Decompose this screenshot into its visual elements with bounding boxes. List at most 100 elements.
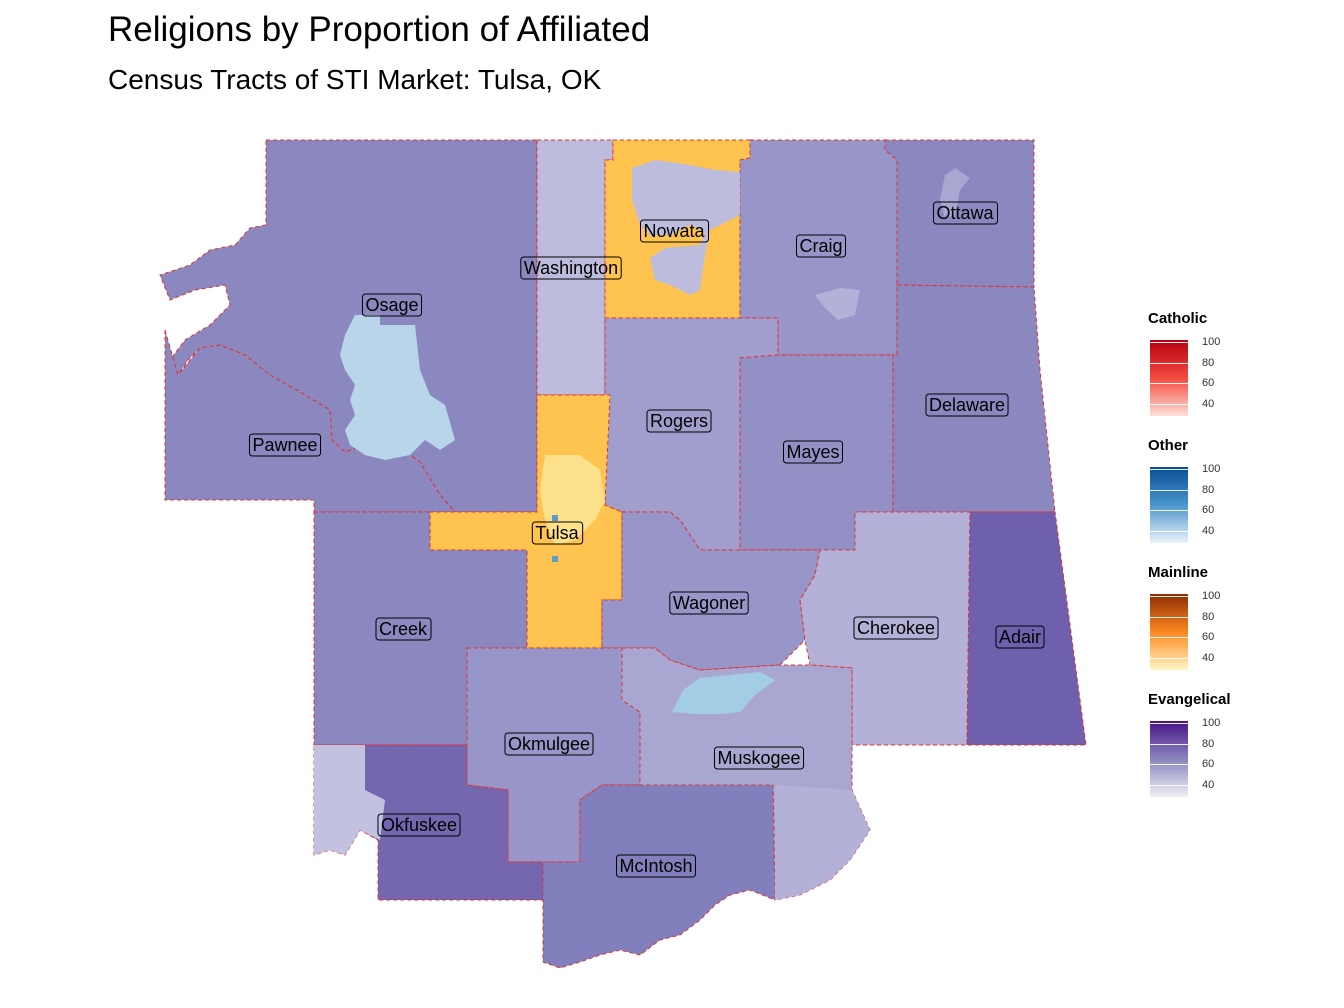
legend-tick-label: 100 xyxy=(1202,463,1221,475)
county-label-text: Craig xyxy=(799,236,842,256)
county-label-box xyxy=(795,234,847,258)
county-label-box xyxy=(995,625,1045,649)
county-label-text: Ottawa xyxy=(936,203,994,223)
county-label-text: Osage xyxy=(365,295,418,315)
legend-title: Evangelical xyxy=(1148,691,1231,708)
county-label-text: Rogers xyxy=(650,411,708,431)
tulsa-other-tract-2 xyxy=(552,556,558,562)
legend-tick-label: 40 xyxy=(1202,525,1215,537)
county-label-adair: Adair xyxy=(995,625,1045,649)
legend-evangelical: Evangelical 100 80 60 40 xyxy=(1148,689,1338,816)
legend-tick-mark xyxy=(1150,363,1188,364)
county-label-box xyxy=(639,219,710,243)
wagoner-other-lake xyxy=(672,672,775,714)
legend-tick-label: 60 xyxy=(1202,504,1215,516)
county-label-mcintosh: McIntosh xyxy=(615,854,697,878)
legend-title: Other xyxy=(1148,437,1189,454)
legend-tick-mark xyxy=(1150,383,1188,384)
legend-tick-label: 40 xyxy=(1202,652,1215,664)
county-label-text: McIntosh xyxy=(619,856,692,876)
legend-tick-label: 80 xyxy=(1202,357,1215,369)
legend-color-bar xyxy=(1150,594,1188,670)
county-label-creek: Creek xyxy=(375,617,432,641)
legend-tick-mark xyxy=(1150,469,1188,470)
county-label-delaware: Delaware xyxy=(925,393,1009,417)
county-label-box xyxy=(248,433,322,457)
county-label-box xyxy=(646,409,712,433)
county-label-nowata: Nowata xyxy=(639,219,710,243)
legend-tick-label: 80 xyxy=(1202,484,1215,496)
legend-tick-label: 100 xyxy=(1202,336,1221,348)
county-label-text: Adair xyxy=(999,627,1041,647)
county-label-washington: Washington xyxy=(520,256,622,280)
legend-tick-mark xyxy=(1150,764,1188,765)
county-label-okfuskee: Okfuskee xyxy=(377,813,461,837)
legend-tick-mark xyxy=(1150,490,1188,491)
county-label-box xyxy=(361,293,423,317)
county-label-box xyxy=(782,440,844,464)
county-label-tulsa: Tulsa xyxy=(531,521,584,545)
legend-title: Mainline xyxy=(1148,564,1209,581)
county-label-wagoner: Wagoner xyxy=(669,591,749,615)
legend-color-bar xyxy=(1150,467,1188,543)
county-label-text: Mayes xyxy=(786,442,839,462)
legend-tick-mark xyxy=(1150,531,1188,532)
legend-mainline: Mainline 100 80 60 40 xyxy=(1148,562,1338,689)
legend-tick-mark xyxy=(1150,723,1188,724)
legend-tick-label: 80 xyxy=(1202,738,1215,750)
county-label-text: Pawnee xyxy=(252,435,317,455)
county-label-box xyxy=(669,591,749,615)
county-label-box xyxy=(504,732,594,756)
map-subtitle: Census Tracts of STI Market: Tulsa, OK xyxy=(108,64,602,95)
okfuskee-light-tract xyxy=(314,745,385,855)
county-label-okmulgee: Okmulgee xyxy=(504,732,594,756)
ottawa-light-tract xyxy=(940,168,970,218)
county-label-text: Okmulgee xyxy=(508,734,590,754)
county-label-box xyxy=(520,256,622,280)
county-label-box xyxy=(531,521,584,545)
legend-tick-mark xyxy=(1150,404,1188,405)
legend-tick-label: 40 xyxy=(1202,779,1215,791)
legend-tick-label: 40 xyxy=(1202,398,1215,410)
osage-other-lake-region xyxy=(340,315,455,460)
county-label-box xyxy=(375,617,432,641)
county-label-muskogee: Muskogee xyxy=(713,746,805,770)
legend-tick-mark xyxy=(1150,510,1188,511)
county-label-mayes: Mayes xyxy=(782,440,844,464)
county-label-text: Creek xyxy=(379,619,428,639)
county-label-box xyxy=(932,201,998,225)
legend-tick-label: 60 xyxy=(1202,631,1215,643)
nowata-evangelical-tract xyxy=(632,160,740,295)
legend-tick-mark xyxy=(1150,744,1188,745)
county-label-text: Wagoner xyxy=(673,593,745,613)
legend-other: Other 100 80 60 40 xyxy=(1148,435,1338,562)
county-label-text: Cherokee xyxy=(857,618,935,638)
legend-tick-label: 100 xyxy=(1202,590,1221,602)
county-label-pawnee: Pawnee xyxy=(248,433,322,457)
county-label-ottawa: Ottawa xyxy=(932,201,998,225)
county-label-box xyxy=(615,854,697,878)
muskogee-light-tract xyxy=(775,785,870,900)
county-label-box xyxy=(925,393,1009,417)
county-label-osage: Osage xyxy=(361,293,423,317)
legend-tick-label: 100 xyxy=(1202,717,1221,729)
county-label-box xyxy=(853,616,939,640)
county-label-text: Tulsa xyxy=(535,523,579,543)
legend: Catholic 100 80 60 40 Other 100 80 60 40 Mainline 1… xyxy=(1148,308,1338,816)
county-label-cherokee: Cherokee xyxy=(853,616,939,640)
legend-tick-mark xyxy=(1150,342,1188,343)
craig-light-tract xyxy=(815,288,860,320)
legend-color-bar xyxy=(1150,721,1188,797)
tulsa-other-tract-1 xyxy=(552,515,558,521)
county-label-box xyxy=(713,746,805,770)
county-label-text: Okfuskee xyxy=(381,815,457,835)
legend-tick-mark xyxy=(1150,658,1188,659)
county-ottawa xyxy=(884,139,1035,288)
county-creek xyxy=(313,511,528,746)
county-label-craig: Craig xyxy=(795,234,847,258)
county-adair xyxy=(966,511,1087,746)
county-label-text: Washington xyxy=(524,258,618,278)
legend-color-bar xyxy=(1150,340,1188,416)
legend-tick-label: 60 xyxy=(1202,758,1215,770)
